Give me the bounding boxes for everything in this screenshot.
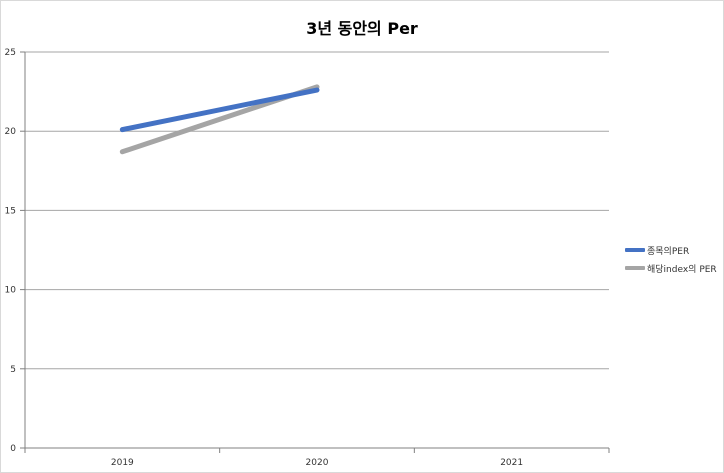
- y-tick-label: 25: [5, 48, 16, 58]
- legend-swatch-series-1: [625, 248, 645, 252]
- legend-label-series-1: 종목의PER: [647, 246, 690, 257]
- y-tick-label: 0: [10, 444, 16, 454]
- legend-item-series-1: 종목의PER: [625, 241, 717, 259]
- legend-label-series-2: 해당index의 PER: [647, 264, 717, 275]
- series-line-1: [119, 87, 320, 133]
- x-tick-label: 2021: [500, 458, 523, 468]
- y-tick-label: 20: [5, 127, 17, 137]
- x-tick-label: 2020: [306, 458, 329, 468]
- y-tick-label: 5: [10, 365, 16, 375]
- y-tick-label: 10: [5, 286, 17, 296]
- chart-title: 3년 동안의 Per: [306, 19, 418, 38]
- legend: 종목의PER 해당index의 PER: [625, 241, 717, 277]
- legend-swatch-series-2: [625, 266, 645, 270]
- legend-item-series-2: 해당index의 PER: [625, 259, 717, 277]
- y-tick-label: 15: [5, 206, 16, 216]
- x-tick-label: 2019: [111, 458, 134, 468]
